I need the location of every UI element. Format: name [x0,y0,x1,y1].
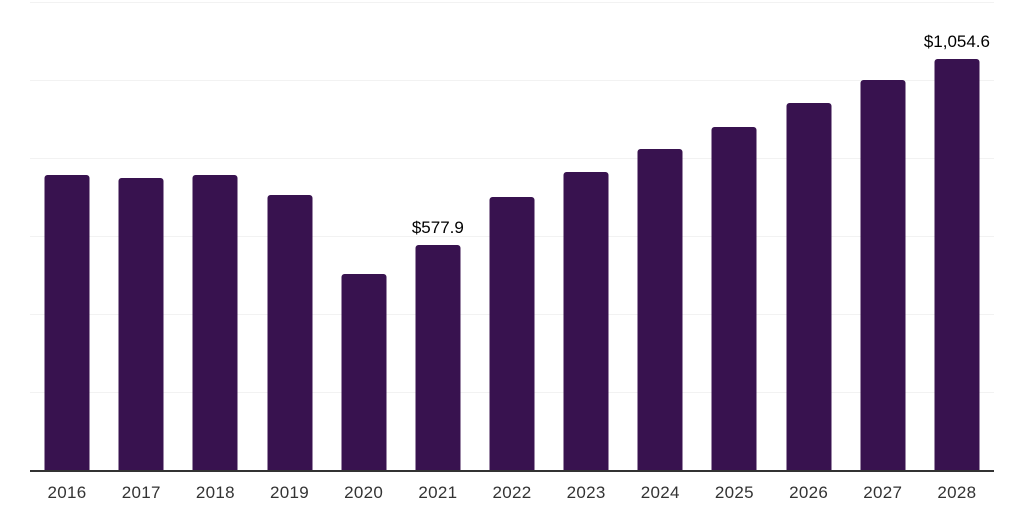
x-axis-label-2027: 2027 [863,483,903,502]
bar-slot-2021: $577.9 [401,2,475,470]
bar-slot-2018 [178,2,252,470]
x-axis-line [30,470,994,472]
x-axis-label-2016: 2016 [47,483,87,502]
bar-2016[interactable] [44,174,90,470]
bar-2020[interactable] [341,273,387,470]
x-axis-label-2019: 2019 [270,483,310,502]
x-axis-label-2017: 2017 [121,483,161,502]
data-label-2028: $1,054.6 [923,31,990,51]
bar-2019[interactable] [267,194,313,470]
bar-slot-2024 [623,2,697,470]
bar-2023[interactable] [563,172,609,470]
bar-2025[interactable] [711,126,757,470]
bar-slot-2022 [475,2,549,470]
plot-area: $577.9 $1,054.6 [30,2,994,472]
gridline-1000 [30,80,994,81]
bar-2021[interactable] [415,244,461,470]
x-axis-label-2023: 2023 [566,483,606,502]
bar-slot-2023 [549,2,623,470]
bar-2026[interactable] [786,103,832,470]
bar-2024[interactable] [637,149,683,470]
bar-2027[interactable] [860,80,906,470]
x-axis-label-2026: 2026 [789,483,829,502]
gridline-800 [30,158,994,159]
x-axis-label-2022: 2022 [492,483,532,502]
x-axis-label-2024: 2024 [640,483,680,502]
bar-slot-2020 [327,2,401,470]
bar-2018[interactable] [192,175,238,470]
bar-slot-2026 [772,2,846,470]
x-axis-label-2028: 2028 [937,483,977,502]
bar-slot-2025 [697,2,771,470]
bar-2017[interactable] [118,178,164,470]
gridline-1200 [30,2,994,3]
bar-slot-2027 [846,2,920,470]
bar-2028[interactable] [934,58,980,470]
x-axis-label-2020: 2020 [344,483,384,502]
bar-slot-2017 [104,2,178,470]
x-axis-labels: 2016 2017 2018 2019 2020 2021 2022 2023 2024 2025… [30,480,994,508]
bar-slot-2016 [30,2,104,470]
x-axis-label-2021: 2021 [418,483,458,502]
data-label-2021: $577.9 [411,217,464,237]
bar-slot-2028: $1,054.6 [920,2,994,470]
x-axis-label-2025: 2025 [714,483,754,502]
bar-2022[interactable] [489,196,535,470]
x-axis-label-2018: 2018 [195,483,235,502]
bar-slot-2019 [252,2,326,470]
